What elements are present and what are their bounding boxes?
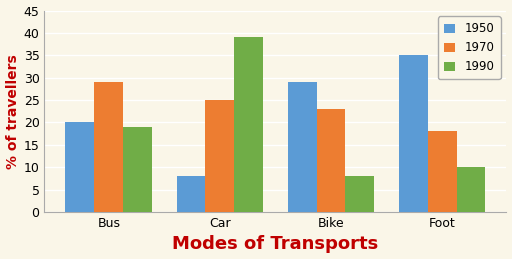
Bar <box>205 100 234 212</box>
Bar <box>428 131 457 212</box>
Bar <box>457 167 485 212</box>
Bar <box>94 82 123 212</box>
Bar <box>66 123 94 212</box>
Bar <box>346 176 374 212</box>
Bar <box>288 82 316 212</box>
Legend: 1950, 1970, 1990: 1950, 1970, 1990 <box>438 17 501 79</box>
Y-axis label: % of travellers: % of travellers <box>6 54 19 169</box>
Bar <box>177 176 205 212</box>
Bar <box>234 37 263 212</box>
X-axis label: Modes of Transports: Modes of Transports <box>173 235 378 254</box>
Bar <box>316 109 346 212</box>
Bar <box>399 55 428 212</box>
Bar <box>123 127 152 212</box>
